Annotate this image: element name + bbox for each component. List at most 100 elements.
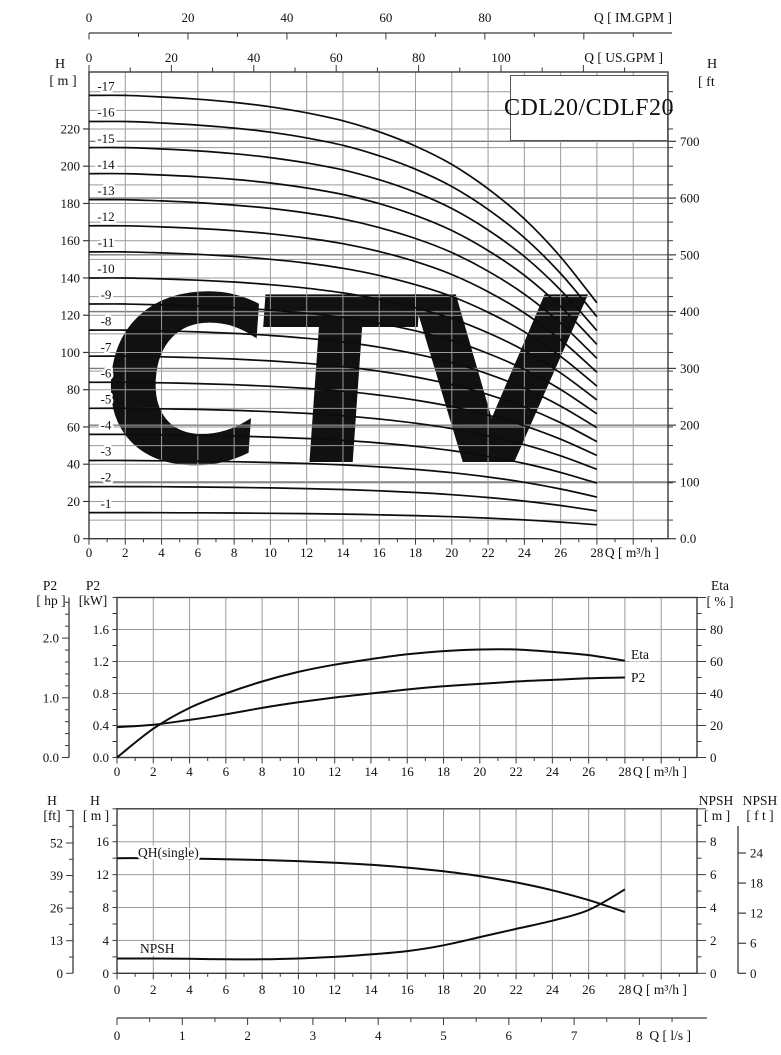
stage-label-14: -14 [97, 157, 115, 172]
x-us-tick-label: 80 [412, 50, 425, 65]
x-ls-tick-label: 2 [244, 1028, 251, 1043]
y-npshm-tick-label: 2 [710, 933, 717, 948]
eta-curve [116, 648, 626, 759]
stage-curve-15 [88, 146, 598, 332]
y-right-tick-label: 700 [680, 134, 700, 149]
stage-curve-9 [88, 303, 598, 415]
x-m3h-tick-label: 28 [618, 982, 631, 997]
stage-label-8: -8 [101, 313, 112, 328]
y-npshft-axis-title: NPSH [743, 793, 778, 808]
y-right-tick-label: 100 [680, 474, 700, 489]
stage-curve-7 [88, 355, 598, 443]
x-m3h-tick-label: 14 [364, 982, 378, 997]
stage-curve-10 [88, 277, 598, 401]
y-eta-tick-label: 0 [710, 750, 717, 765]
x-bottom-tick-label: 22 [482, 545, 495, 560]
x-m3h-tick-label: 4 [186, 982, 193, 997]
y-ft-tick-label: 0 [57, 966, 64, 981]
stage-curve-2 [88, 485, 598, 512]
stage-label-16: -16 [97, 105, 115, 120]
x-us-tick-label: 40 [247, 50, 260, 65]
y-left-tick-label: 180 [61, 196, 81, 211]
stage-label-12: -12 [97, 209, 114, 224]
stage-label-15: -15 [97, 131, 114, 146]
x-im-tick-label: 60 [379, 10, 392, 25]
y-m-tick-label: 4 [103, 933, 110, 948]
stage-label-5: -5 [101, 392, 112, 407]
y-kw-axis-title: [kW] [79, 593, 107, 608]
y-kw-tick-label: 1.2 [93, 654, 109, 669]
npsh-curve-label: NPSH [140, 941, 175, 956]
y-m-axis-title: [ m ] [83, 808, 109, 823]
stage-label-7: -7 [101, 339, 112, 354]
y-npshft-tick-label: 12 [750, 906, 763, 921]
x-bottom-tick-label: 6 [223, 764, 230, 779]
y-right-axis-title: H [707, 57, 717, 72]
x-m3h-tick-label: 16 [401, 982, 415, 997]
y-npshm-tick-label: 8 [710, 834, 717, 849]
y-eta-tick-label: 40 [710, 686, 723, 701]
y-npshft-tick-label: 0 [750, 966, 757, 981]
y-right-tick-label: 600 [680, 191, 700, 206]
stage-label-10: -10 [97, 261, 114, 276]
y-hp-axis-title: P2 [43, 578, 57, 593]
x-m3h-tick-label: 6 [223, 982, 230, 997]
y-right-tick-label: 300 [680, 361, 700, 376]
x-bottom-tick-label: 18 [437, 764, 450, 779]
y-hp-axis-title: [ hp ] [36, 593, 65, 608]
model-title-box: CDL20/CDLF20 [504, 75, 674, 141]
x-bottom-tick-label: 20 [445, 545, 458, 560]
stage-curve-1 [89, 511, 597, 526]
x-bottom-tick-label: 8 [231, 545, 238, 560]
p2-curve [116, 676, 625, 729]
y-kw-tick-label: 1.6 [93, 622, 110, 637]
x-m3h-tick-label: 24 [546, 982, 560, 997]
x-bottom-axis-title: Q [ m³/h ] [633, 764, 687, 779]
x-ls-tick-label: 6 [506, 1028, 513, 1043]
x-ls-tick-label: 7 [571, 1028, 578, 1043]
x-us-tick-label: 20 [165, 50, 178, 65]
stage-curve-13 [88, 198, 598, 359]
x-m3h-tick-label: 0 [114, 982, 121, 997]
power-efficiency-chart: 0.00.40.81.21.6P2[kW]0.01.02.0P2[ hp ]02… [36, 578, 734, 779]
stage-curve-17 [88, 94, 598, 304]
x-bottom-tick-label: 18 [409, 545, 422, 560]
y-right-axis-title: [ ft [698, 75, 715, 90]
x-ls-tick-label: 0 [114, 1028, 121, 1043]
y-m-axis-title: H [90, 793, 100, 808]
y-eta-tick-label: 20 [710, 718, 723, 733]
y-m-tick-label: 0 [103, 966, 110, 981]
stage-curve-16 [88, 120, 598, 318]
y-m-tick-label: 12 [96, 867, 109, 882]
y-ft-axis-title: H [47, 793, 57, 808]
y-left-axis-title: H [55, 57, 65, 72]
stage-curve-11 [88, 250, 598, 387]
x-us-axis-title: Q [ US.GPM ] [584, 50, 663, 65]
x-m3h-tick-label: 10 [292, 982, 305, 997]
y-left-tick-label: 0 [74, 531, 81, 546]
model-title: CDL20/CDLF20 [504, 94, 675, 121]
y-ft-tick-label: 52 [50, 835, 63, 850]
x-bottom-tick-label: 6 [195, 545, 202, 560]
x-m3h-axis-title: Q [ m³/h ] [633, 982, 687, 997]
x-bottom-tick-label: 24 [518, 545, 532, 560]
x-bottom-tick-label: 4 [186, 764, 193, 779]
y-left-tick-label: 120 [61, 308, 81, 323]
plot-border [88, 71, 669, 540]
y-eta-axis-title: Eta [711, 578, 729, 593]
npsh-curve [116, 888, 626, 961]
x-bottom-tick-label: 16 [373, 545, 387, 560]
y-left-tick-label: 100 [61, 345, 81, 360]
y-eta-axis-title: [ % ] [707, 594, 734, 609]
stage-label-6: -6 [101, 365, 112, 380]
stage-curve-4 [88, 433, 598, 485]
x-m3h-tick-label: 8 [259, 982, 266, 997]
x-us-tick-label: 0 [86, 50, 93, 65]
stage-label-13: -13 [97, 183, 114, 198]
x-im-tick-label: 80 [478, 10, 491, 25]
x-im-tick-label: 40 [280, 10, 293, 25]
y-npshft-tick-label: 6 [750, 936, 757, 951]
y-left-tick-label: 140 [61, 270, 81, 285]
